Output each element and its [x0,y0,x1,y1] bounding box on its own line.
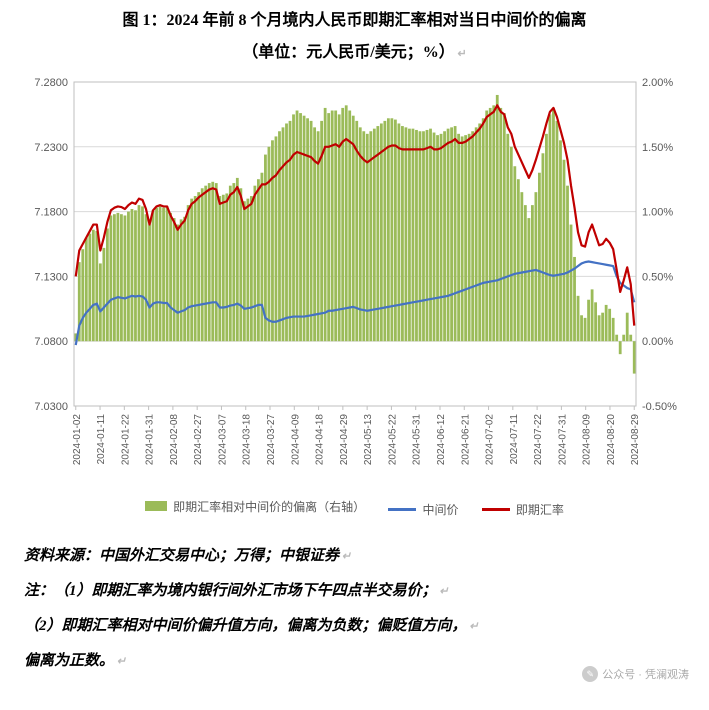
svg-text:2024-01-11: 2024-01-11 [96,413,107,464]
svg-text:2024-04-29: 2024-04-29 [338,413,349,465]
chart-area: 7.0300 7.0800 7.1300 7.1800 7.2300 7.2800 -0.5… [20,72,690,492]
svg-text:7.2800: 7.2800 [34,77,68,89]
source-line: 资料来源：中国外汇交易中心；万得；中银证券 ↵ [24,540,685,573]
svg-text:2024-02-27: 2024-02-27 [193,413,204,465]
note-line-2a: （2）即期汇率相对中间价偏升值方向，偏离为负数；偏贬值方向， ↵ [24,610,685,643]
svg-text:2024-07-02: 2024-07-02 [484,413,495,465]
svg-text:2024-07-11: 2024-07-11 [508,413,519,464]
svg-text:7.2300: 7.2300 [34,141,68,153]
svg-text:2024-01-02: 2024-01-02 [71,413,82,465]
svg-text:7.1300: 7.1300 [34,271,68,283]
svg-text:2024-04-09: 2024-04-09 [290,413,301,465]
svg-text:7.0300: 7.0300 [34,401,68,413]
svg-text:2024-01-22: 2024-01-22 [120,413,131,465]
watermark: ✎ 公众号 · 凭澜观涛 [582,666,689,682]
svg-text:0.50%: 0.50% [642,271,673,283]
svg-text:1.00%: 1.00% [642,206,673,218]
legend-item-bars: 即期汇率相对中间价的偏离（右轴） [145,498,365,515]
svg-text:-0.50%: -0.50% [642,401,677,413]
svg-text:2024-02-08: 2024-02-08 [168,413,179,465]
svg-text:2024-04-18: 2024-04-18 [314,413,325,465]
svg-text:2024-01-31: 2024-01-31 [144,413,155,465]
svg-text:1.50%: 1.50% [642,141,673,153]
svg-text:2024-07-22: 2024-07-22 [533,413,544,465]
svg-text:2.00%: 2.00% [642,77,673,89]
notes-block: 资料来源：中国外汇交易中心；万得；中银证券 ↵ 注：（1）即期汇率为境内银行间外… [0,532,709,678]
chart-subtitle: （单位：元人民币/美元；%） ↵ [0,38,709,72]
legend-item-spot: 即期汇率 [482,501,564,518]
chart-title: 图 1：2024 年前 8 个月境内人民币即期汇率相对当日中间价的偏离 [0,0,709,38]
svg-text:7.0800: 7.0800 [34,336,68,348]
svg-text:2024-06-21: 2024-06-21 [460,413,471,465]
svg-text:2024-03-27: 2024-03-27 [266,413,277,465]
wechat-icon: ✎ [582,666,598,682]
svg-text:2024-03-18: 2024-03-18 [241,413,252,465]
svg-text:2024-08-29: 2024-08-29 [630,413,641,465]
legend-item-mid: 中间价 [388,501,458,518]
svg-text:2024-05-13: 2024-05-13 [363,413,374,465]
note-line-1: 注：（1）即期汇率为境内银行间外汇市场下午四点半交易价； ↵ [24,575,685,608]
svg-text:0.00%: 0.00% [642,336,673,348]
svg-text:2024-08-09: 2024-08-09 [581,413,592,465]
svg-text:2024-05-22: 2024-05-22 [387,413,398,465]
svg-text:2024-08-20: 2024-08-20 [605,413,616,465]
legend: 即期汇率相对中间价的偏离（右轴） 中间价 即期汇率 [0,492,709,533]
svg-text:2024-07-31: 2024-07-31 [557,413,568,465]
svg-text:2024-06-12: 2024-06-12 [435,413,446,465]
svg-text:2024-03-07: 2024-03-07 [217,413,228,465]
svg-text:7.1800: 7.1800 [34,206,68,218]
svg-text:2024-05-31: 2024-05-31 [411,413,422,465]
